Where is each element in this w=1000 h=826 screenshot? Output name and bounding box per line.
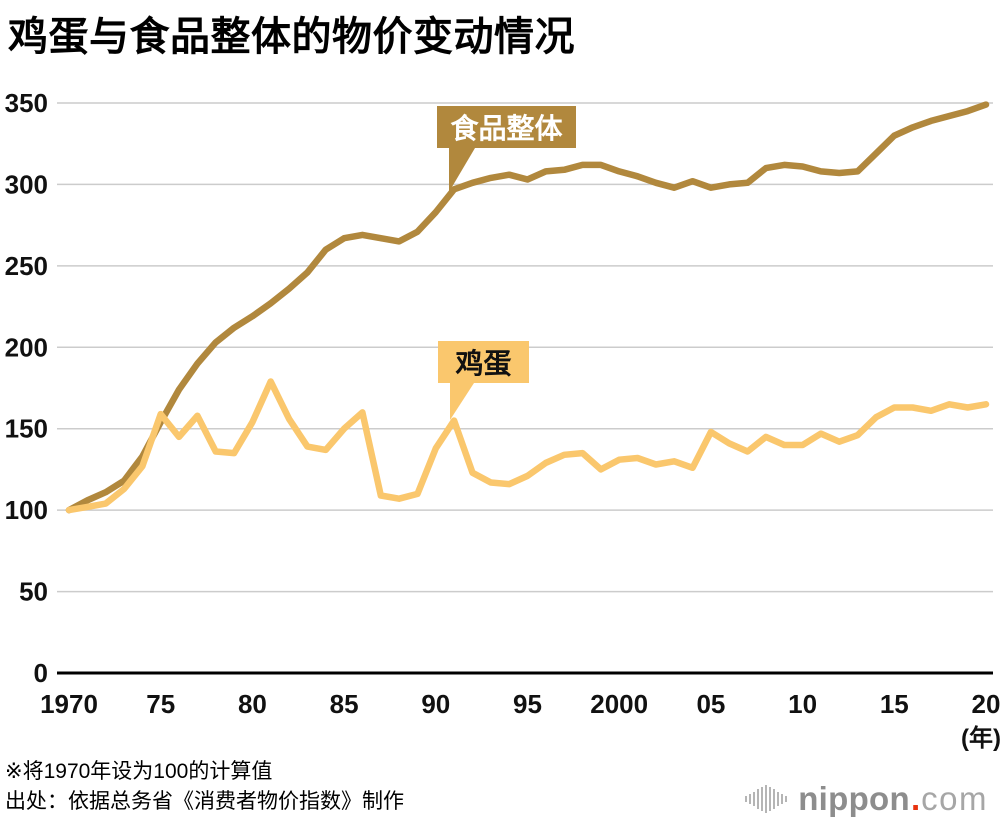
y-tick-label-150: 150 xyxy=(5,414,48,444)
footnote-source: 出处：依据总务省《消费者物价指数》制作 xyxy=(5,790,404,813)
y-tick-label-100: 100 xyxy=(5,495,48,525)
callout-egg: 鸡蛋 xyxy=(438,341,529,420)
callout-egg-label: 鸡蛋 xyxy=(455,348,512,379)
y-tick-label-250: 250 xyxy=(5,251,48,281)
footnote-base-year: ※将1970年设为100的计算值 xyxy=(5,760,273,783)
x-tick-label-2010: 10 xyxy=(788,689,817,719)
waveform-icon xyxy=(745,785,788,813)
x-tick-label-1995: 95 xyxy=(513,689,542,719)
logo-brand-text: nippon xyxy=(798,780,910,817)
callout-food: 食品整体 xyxy=(437,106,576,192)
logo-tld-text: com xyxy=(921,780,988,817)
x-tick-label-1975: 75 xyxy=(146,689,175,719)
y-tick-label-0: 0 xyxy=(34,658,48,688)
x-tick-label-2020: 20 xyxy=(972,689,1000,719)
x-tick-label-2015: 15 xyxy=(880,689,909,719)
logo-text-wrap: nippon.com xyxy=(798,780,988,818)
y-tick-label-350: 350 xyxy=(5,88,48,118)
callout-food-tail xyxy=(449,148,475,192)
x-tick-label-1970: 1970 xyxy=(40,689,98,719)
nippon-logo: nippon.com xyxy=(745,780,988,818)
footnotes: ※将1970年设为100的计算值 出处：依据总务省《消费者物价指数》制作 xyxy=(5,757,404,817)
callout-food-label: 食品整体 xyxy=(450,113,563,144)
y-tick-label-300: 300 xyxy=(5,169,48,199)
x-tick-label-1985: 85 xyxy=(330,689,359,719)
x-tick-label-1980: 80 xyxy=(238,689,267,719)
x-axis-unit-label: (年) xyxy=(961,724,1000,752)
x-tick-label-2000: 2000 xyxy=(590,689,648,719)
y-tick-label-50: 50 xyxy=(19,577,48,607)
x-tick-label-1990: 90 xyxy=(421,689,450,719)
egg-price-line xyxy=(65,378,990,514)
page-title: 鸡蛋与食品整体的物价变动情况 xyxy=(8,15,575,59)
y-tick-label-200: 200 xyxy=(5,332,48,362)
x-tick-label-2005: 05 xyxy=(696,689,725,719)
food-price-line xyxy=(65,101,990,514)
logo-dot: . xyxy=(910,780,921,817)
callout-egg-tail xyxy=(450,383,474,420)
